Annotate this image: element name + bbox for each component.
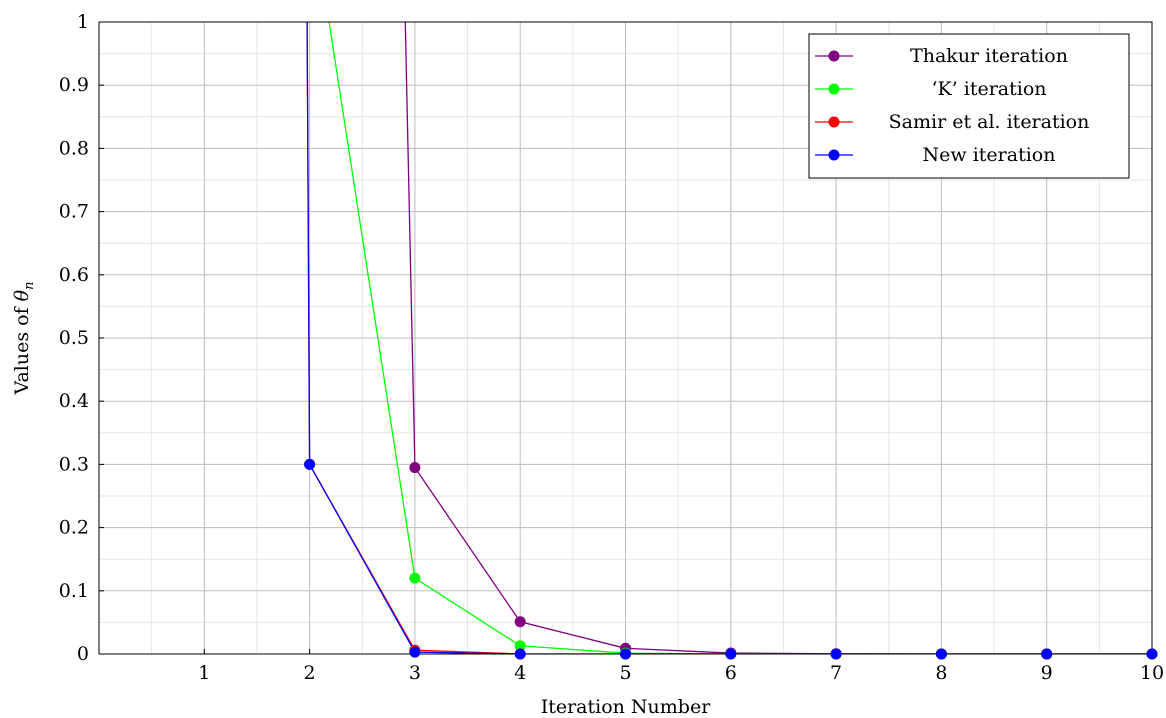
data-point — [1041, 648, 1053, 660]
x-axis-ticks: 1 2 3 4 5 6 7 8 9 10 — [198, 649, 1164, 684]
x-tick-label: 9 — [1041, 662, 1053, 684]
x-tick-label: 3 — [409, 662, 421, 684]
y-tick-label: 0.7 — [59, 201, 89, 223]
data-point — [409, 462, 421, 474]
legend-label: Samir et al. iteration — [889, 111, 1090, 133]
y-tick-label: 0.4 — [59, 390, 89, 412]
data-point — [514, 648, 526, 660]
data-point — [409, 646, 421, 658]
y-tick-label: 0.9 — [59, 74, 89, 96]
x-tick-label: 7 — [830, 662, 842, 684]
x-axis-label: Iteration Number — [541, 696, 712, 718]
x-tick-label: 4 — [514, 662, 526, 684]
y-tick-label: 0.8 — [59, 137, 89, 159]
legend-marker — [828, 116, 840, 128]
legend-label: Thakur iteration — [910, 45, 1068, 67]
data-point — [409, 572, 421, 584]
x-tick-label: 5 — [619, 662, 631, 684]
y-axis-ticks: 0 0.1 0.2 0.3 0.4 0.5 0.6 0.7 0.8 0.9 1 — [59, 11, 104, 665]
legend: Thakur iteration ‘K’ iteration Samir et al… — [808, 33, 1130, 179]
data-point — [725, 648, 737, 660]
y-axis-label-subscript: n — [22, 282, 37, 290]
series-line — [306, 22, 1152, 654]
legend-box — [808, 33, 1130, 179]
data-point — [514, 640, 526, 652]
markers-layer — [304, 458, 1158, 660]
y-tick-label: 0.5 — [59, 327, 89, 349]
legend-marker — [828, 50, 840, 62]
data-point — [830, 648, 842, 660]
legend-label: ‘K’ iteration — [931, 78, 1046, 100]
x-tick-label: 1 — [198, 662, 210, 684]
legend-marker — [828, 149, 840, 161]
data-point — [935, 648, 947, 660]
y-tick-label: 0.1 — [59, 580, 89, 602]
x-tick-label: 10 — [1140, 662, 1164, 684]
y-axis-label-symbol: θ — [11, 289, 33, 301]
x-tick-label: 6 — [725, 662, 737, 684]
data-point — [304, 458, 316, 470]
x-tick-label: 2 — [304, 662, 316, 684]
legend-label: New iteration — [923, 144, 1056, 166]
data-point — [1146, 648, 1158, 660]
y-axis-label-prefix: Values of — [11, 301, 33, 395]
y-tick-label: 0.6 — [59, 264, 89, 286]
legend-marker — [828, 83, 840, 95]
y-tick-label: 0.3 — [59, 453, 89, 475]
y-tick-label: 0.2 — [59, 517, 89, 539]
data-point — [514, 616, 526, 628]
x-tick-label: 8 — [935, 662, 947, 684]
y-tick-label: 1 — [77, 11, 89, 33]
data-point — [620, 648, 631, 660]
y-tick-label: 0 — [77, 643, 89, 665]
y-axis-label: Values of θn — [11, 282, 37, 396]
